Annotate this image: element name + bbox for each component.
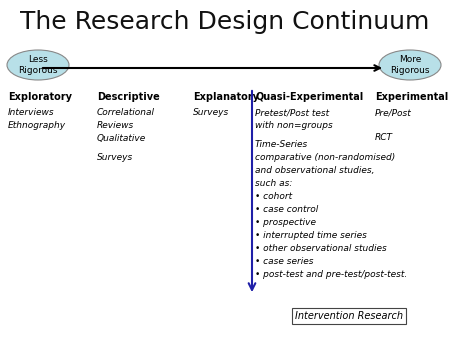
Text: • case control: • case control	[255, 205, 318, 214]
Text: The Research Design Continuum: The Research Design Continuum	[20, 10, 430, 34]
Text: and observational studies,: and observational studies,	[255, 166, 374, 175]
Text: Intervention Research: Intervention Research	[295, 311, 403, 321]
Text: Time-Series: Time-Series	[255, 140, 308, 149]
Text: such as:: such as:	[255, 179, 292, 188]
Ellipse shape	[7, 50, 69, 80]
Text: Interviews: Interviews	[8, 108, 54, 117]
Text: with non=groups: with non=groups	[255, 121, 333, 130]
Text: Experimental: Experimental	[375, 92, 448, 102]
Text: More
Rigorous: More Rigorous	[390, 55, 430, 75]
Text: • other observational studies: • other observational studies	[255, 244, 387, 253]
Text: • prospective: • prospective	[255, 218, 316, 227]
Text: comparative (non-randomised): comparative (non-randomised)	[255, 153, 395, 162]
Text: Exploratory: Exploratory	[8, 92, 72, 102]
Text: Pretest/Post test: Pretest/Post test	[255, 108, 329, 117]
Text: Pre/Post: Pre/Post	[375, 108, 412, 117]
Text: Surveys: Surveys	[193, 108, 229, 117]
Text: Explanatory: Explanatory	[193, 92, 259, 102]
Ellipse shape	[379, 50, 441, 80]
Text: Less
Rigorous: Less Rigorous	[18, 55, 58, 75]
Text: Correlational: Correlational	[97, 108, 155, 117]
Text: Ethnography: Ethnography	[8, 121, 66, 130]
Text: Qualitative: Qualitative	[97, 134, 146, 143]
Text: RCT: RCT	[375, 133, 393, 142]
Text: • case series: • case series	[255, 257, 314, 266]
Text: • interrupted time series: • interrupted time series	[255, 231, 367, 240]
Text: • cohort: • cohort	[255, 192, 292, 201]
Text: • post-test and pre-test/post-test.: • post-test and pre-test/post-test.	[255, 270, 407, 279]
Text: Reviews: Reviews	[97, 121, 134, 130]
Text: Descriptive: Descriptive	[97, 92, 160, 102]
Text: Surveys: Surveys	[97, 153, 133, 162]
Text: Quasi-Experimental: Quasi-Experimental	[255, 92, 363, 102]
